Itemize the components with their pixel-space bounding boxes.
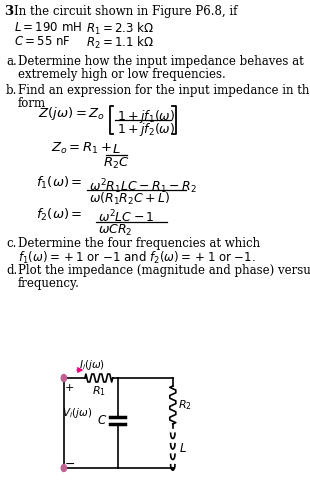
Text: Determine the four frequencies at which: Determine the four frequencies at which [18, 237, 260, 250]
Text: frequency.: frequency. [18, 277, 80, 290]
Text: $f_2(\omega) =$: $f_2(\omega) =$ [36, 207, 83, 223]
Text: $f_1(\omega) = +1$ or $-1$ and $f_2(\omega) = +1$ or $-1$.: $f_1(\omega) = +1$ or $-1$ and $f_2(\ome… [18, 250, 256, 266]
Text: $R_1 = 2.3\ \mathrm{k\Omega}$: $R_1 = 2.3\ \mathrm{k\Omega}$ [86, 21, 154, 37]
Text: form: form [18, 97, 46, 110]
Text: $\omega(R_1R_2C + L)$: $\omega(R_1R_2C + L)$ [89, 191, 170, 207]
Text: Plot the impedance (magnitude and phase) versus: Plot the impedance (magnitude and phase)… [18, 264, 310, 277]
Text: $C$: $C$ [96, 414, 107, 427]
Text: $\omega^2LC - 1$: $\omega^2LC - 1$ [98, 209, 154, 226]
FancyArrowPatch shape [77, 368, 82, 372]
Text: $V_i(j\omega)$: $V_i(j\omega)$ [62, 406, 92, 420]
Text: $C = 55\ \mathrm{nF}$: $C = 55\ \mathrm{nF}$ [14, 35, 70, 48]
Circle shape [61, 464, 66, 472]
Text: $I_i(j\omega)$: $I_i(j\omega)$ [79, 358, 105, 372]
Text: $f_1(\omega) =$: $f_1(\omega) =$ [36, 175, 83, 191]
Text: $\omega^2R_1LC - R_1 - R_2$: $\omega^2R_1LC - R_1 - R_2$ [89, 177, 197, 196]
Text: $R_1$: $R_1$ [92, 384, 106, 398]
Text: $Z(j\omega) = Z_o$: $Z(j\omega) = Z_o$ [38, 106, 105, 123]
Text: $R_2$: $R_2$ [178, 398, 192, 412]
Text: a.: a. [6, 55, 17, 68]
Text: $R_2 = 1.1\ \mathrm{k\Omega}$: $R_2 = 1.1\ \mathrm{k\Omega}$ [86, 35, 154, 51]
Text: extremely high or low frequencies.: extremely high or low frequencies. [18, 68, 226, 81]
Text: $\omega CR_2$: $\omega CR_2$ [98, 223, 132, 238]
Text: $Z_o = R_1 +$: $Z_o = R_1 +$ [51, 140, 113, 156]
Text: $1 + jf_2(\omega)$: $1 + jf_2(\omega)$ [117, 121, 175, 138]
Text: $1 + jf_1(\omega)$: $1 + jf_1(\omega)$ [117, 108, 175, 125]
Text: b.: b. [6, 84, 17, 97]
Text: $L = 190\ \mathrm{mH}$: $L = 190\ \mathrm{mH}$ [14, 21, 82, 34]
Text: c.: c. [6, 237, 16, 250]
Text: $R_2C$: $R_2C$ [103, 156, 130, 171]
Text: In the circuit shown in Figure P6.8, if: In the circuit shown in Figure P6.8, if [14, 5, 238, 18]
Text: d.: d. [6, 264, 17, 277]
Text: +: + [64, 383, 74, 393]
Text: Determine how the input impedance behaves at: Determine how the input impedance behave… [18, 55, 304, 68]
Circle shape [61, 374, 66, 381]
Text: −: − [64, 458, 75, 471]
Text: $L$: $L$ [179, 442, 187, 455]
Text: Find an expression for the input impedance in the: Find an expression for the input impedan… [18, 84, 310, 97]
Text: 3: 3 [4, 5, 13, 18]
Text: $L$: $L$ [112, 143, 121, 156]
